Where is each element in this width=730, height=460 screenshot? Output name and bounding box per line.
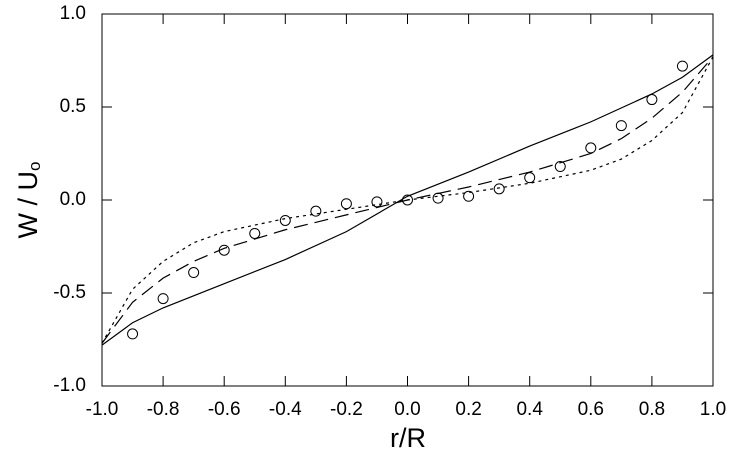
x-tick-label: -0.2: [330, 399, 363, 420]
scatter-point: [127, 328, 139, 340]
y-tick-label: 0.5: [60, 96, 86, 117]
y-axis-title-subscript: o: [25, 162, 44, 171]
scatter-point: [157, 293, 169, 305]
x-tick-label: 0.0: [394, 399, 420, 420]
y-tick-label: 0.0: [60, 189, 86, 210]
scatter-point: [218, 244, 230, 256]
scatter-point: [371, 196, 383, 208]
x-tick-label: 0.6: [578, 399, 604, 420]
x-tick-label: 1.0: [700, 399, 726, 420]
y-tick-label: -0.5: [53, 282, 86, 303]
scatter-point: [493, 183, 505, 195]
y-tick-label: -1.0: [53, 375, 86, 396]
line-series: [101, 54, 714, 346]
x-tick-label: 0.4: [516, 399, 543, 420]
x-tick-label: 0.2: [455, 399, 481, 420]
scatter-point: [188, 267, 200, 279]
scatter-point: [463, 190, 475, 202]
scatter-point: [402, 194, 413, 206]
y-axis-title: W / Uo: [13, 162, 44, 239]
y-tick-label: 1.0: [60, 3, 86, 24]
x-tick-label: -0.8: [147, 399, 180, 420]
scatter-point: [646, 94, 658, 106]
x-tick-label: -0.4: [269, 399, 302, 420]
scatter-point: [432, 192, 444, 204]
scatter-point: [279, 214, 291, 226]
scatter-point: [615, 120, 627, 132]
scatter-point: [524, 172, 536, 184]
scatter-point: [340, 198, 352, 210]
y-axis-title-main: W / U: [13, 171, 43, 239]
scatter-point: [310, 205, 322, 217]
x-tick-label: 0.8: [639, 399, 665, 420]
scatter-point: [585, 142, 597, 154]
line-series: [101, 56, 714, 344]
scatter-point: [554, 161, 566, 173]
x-tick-label: -1.0: [86, 399, 119, 420]
x-axis-title: r/R: [390, 423, 426, 453]
x-tick-label: -0.6: [208, 399, 241, 420]
scatter-point: [676, 60, 688, 72]
scatter-point: [249, 227, 261, 239]
